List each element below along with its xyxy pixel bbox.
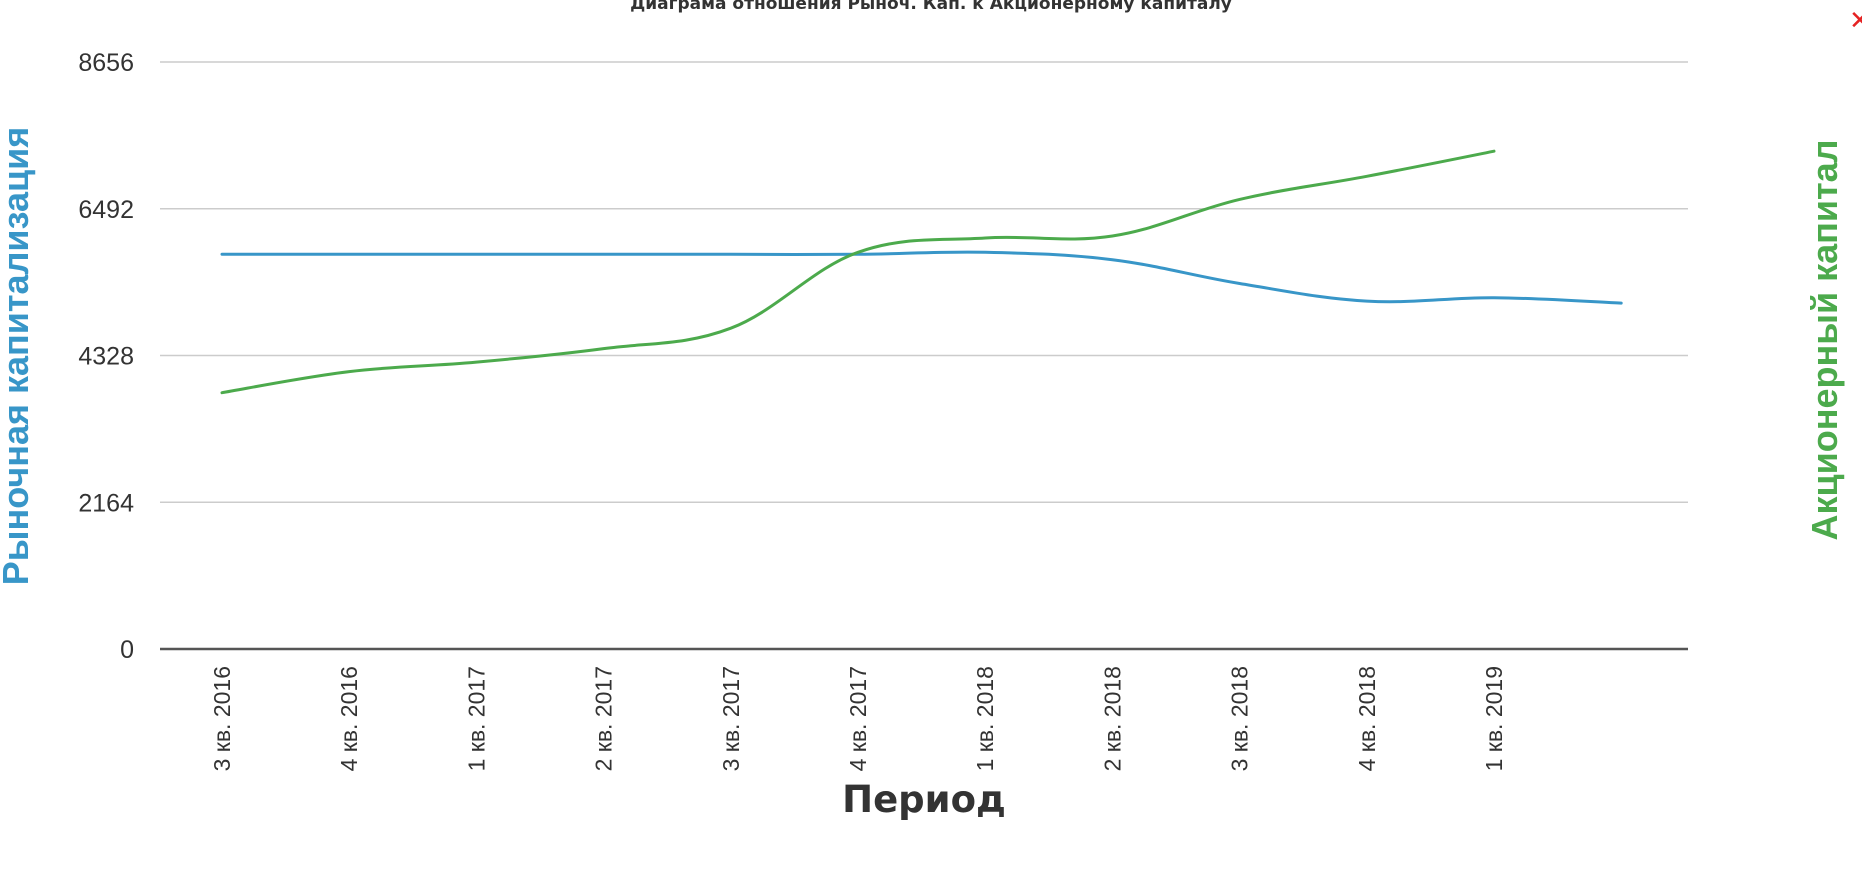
x-tick-label: 4 кв. 2016 <box>336 666 362 771</box>
x-tick-label: 3 кв. 2017 <box>718 666 744 771</box>
y-tick-label: 2164 <box>78 489 134 517</box>
x-tick-label: 2 кв. 2018 <box>1099 666 1125 771</box>
y-tick-label: 8656 <box>78 49 134 77</box>
equity-line <box>220 149 1496 395</box>
x-tick-label: 4 кв. 2018 <box>1354 666 1380 771</box>
x-tick-label: 1 кв. 2018 <box>972 666 998 771</box>
y-axis-title-right: Акционерный капитал <box>1804 139 1845 540</box>
y-axis-title-left: Рыночная капитализация <box>0 127 36 586</box>
x-tick-label: 1 кв. 2017 <box>463 666 489 771</box>
x-tick-label: 3 кв. 2018 <box>1227 666 1253 771</box>
y-tick-label: 4328 <box>78 343 134 371</box>
x-tick-label: 4 кв. 2017 <box>845 666 871 771</box>
y-tick-label: 6492 <box>78 196 134 224</box>
market-cap-line <box>220 250 1623 305</box>
chart-title: Диаграма отношения Рыноч. Кап. к Акционе… <box>630 0 1232 14</box>
x-tick-label: 3 кв. 2016 <box>209 666 235 771</box>
x-tick-label: 1 кв. 2019 <box>1481 666 1507 771</box>
x-tick-label: 2 кв. 2017 <box>591 666 617 771</box>
x-axis-title: Период <box>842 778 1006 821</box>
close-icon[interactable]: ✕ <box>1849 6 1862 36</box>
y-tick-label: 0 <box>120 636 134 664</box>
